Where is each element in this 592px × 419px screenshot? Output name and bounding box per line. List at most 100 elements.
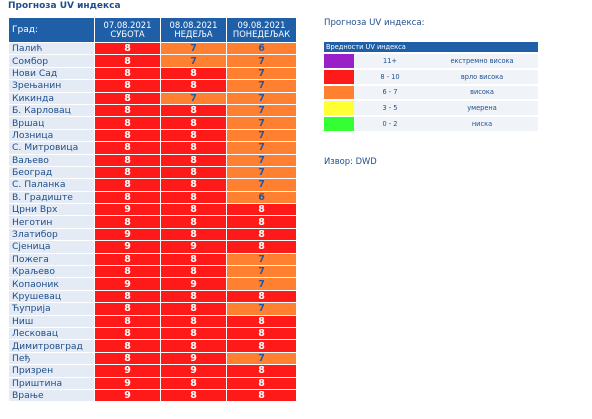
city-name: Зрењанин <box>8 79 95 93</box>
city-name: Ниш <box>8 315 95 328</box>
day-weekday: СУБОТА <box>110 29 145 39</box>
table-row: Нови Сад 8 8 7 <box>8 67 297 80</box>
uv-value-cell: 7 <box>226 92 297 105</box>
uv-value-cell: 6 <box>226 191 297 204</box>
table-row: Врање 9 8 8 <box>8 389 297 402</box>
city-name: С. Паланка <box>8 178 95 192</box>
uv-value-cell: 8 <box>94 54 161 68</box>
table-row: Пеђ 8 9 7 <box>8 352 297 365</box>
city-name: Палић <box>8 42 95 55</box>
uv-value-cell: 8 <box>160 104 227 117</box>
day-column-header: 07.08.2021 СУБОТА <box>94 17 161 43</box>
uv-value-cell: 7 <box>226 116 297 130</box>
table-row: Призрен 9 9 8 <box>8 364 297 378</box>
uv-value-cell: 8 <box>94 67 161 80</box>
table-row: Краљево 8 8 7 <box>8 265 297 278</box>
day-date: 09.08.2021 <box>237 20 286 30</box>
uv-value-cell: 8 <box>94 327 161 340</box>
uv-value-cell: 7 <box>226 166 297 179</box>
city-name: Пожега <box>8 253 95 266</box>
uv-value-cell: 8 <box>160 191 227 204</box>
table-row: С. Паланка 8 8 7 <box>8 178 297 192</box>
city-name: Копаоник <box>8 277 95 291</box>
table-row: Димитровград 8 8 8 <box>8 339 297 353</box>
city-name: Призрен <box>8 364 95 378</box>
uv-value-cell: 8 <box>94 154 161 167</box>
uv-value-cell: 8 <box>226 339 297 353</box>
uv-value-cell: 9 <box>94 203 161 216</box>
legend-header: Вредности UV индекса <box>324 42 538 53</box>
uv-value-cell: 8 <box>226 315 297 328</box>
uv-value-cell: 8 <box>160 290 227 303</box>
uv-value-cell: 9 <box>94 377 161 390</box>
legend-range: 6 - 7 <box>354 83 426 101</box>
table-row: Крушевац 8 8 8 <box>8 290 297 303</box>
uv-value-cell: 9 <box>94 228 161 241</box>
legend-row: 3 - 5 умерена <box>324 99 538 117</box>
table-row: Ниш 8 8 8 <box>8 315 297 328</box>
uv-value-cell: 8 <box>94 116 161 130</box>
legend-row: 11+ екстремно висока <box>324 52 538 69</box>
legend-range: 11+ <box>354 52 426 69</box>
uv-value-cell: 8 <box>94 141 161 155</box>
legend-row: 0 - 2 ниска <box>324 115 538 131</box>
uv-value-cell: 8 <box>226 240 297 254</box>
uv-value-cell: 8 <box>94 191 161 204</box>
uv-value-cell: 8 <box>94 302 161 316</box>
uv-value-cell: 7 <box>226 352 297 365</box>
uv-value-cell: 8 <box>160 141 227 155</box>
uv-value-cell: 8 <box>160 389 227 402</box>
table-row: Црни Врх 9 8 8 <box>8 203 297 216</box>
city-name: Димитровград <box>8 339 95 353</box>
uv-value-cell: 8 <box>94 215 161 229</box>
city-name: Врање <box>8 389 95 402</box>
uv-value-cell: 8 <box>94 104 161 117</box>
uv-value-cell: 8 <box>94 352 161 365</box>
uv-value-cell: 7 <box>226 178 297 192</box>
uv-value-cell: 8 <box>226 290 297 303</box>
uv-value-cell: 8 <box>226 228 297 241</box>
uv-value-cell: 8 <box>160 203 227 216</box>
legend-range: 0 - 2 <box>354 115 426 131</box>
uv-value-cell: 8 <box>160 116 227 130</box>
table-header-row: Град: 07.08.2021 СУБОТА 08.08.2021 НЕДЕЉА … <box>8 17 297 43</box>
uv-value-cell: 7 <box>226 265 297 278</box>
uv-value-cell: 8 <box>160 339 227 353</box>
uv-value-cell: 8 <box>94 315 161 328</box>
uv-value-cell: 8 <box>94 129 161 142</box>
page-title: Прогноза UV индекса <box>8 1 121 11</box>
city-name: Крушевац <box>8 290 95 303</box>
city-name: Вршац <box>8 116 95 130</box>
uv-value-cell: 8 <box>226 215 297 229</box>
table-row: Сјеница 9 9 8 <box>8 240 297 254</box>
uv-value-cell: 8 <box>160 228 227 241</box>
uv-value-cell: 8 <box>160 215 227 229</box>
uv-value-cell: 7 <box>226 253 297 266</box>
uv-value-cell: 8 <box>160 79 227 93</box>
city-name: Златибор <box>8 228 95 241</box>
legend-color-swatch <box>324 67 354 85</box>
uv-value-cell: 7 <box>226 104 297 117</box>
city-name: В. Градиште <box>8 191 95 204</box>
uv-value-cell: 7 <box>226 79 297 93</box>
uv-value-cell: 8 <box>160 265 227 278</box>
uv-value-cell: 7 <box>226 302 297 316</box>
day-weekday: НЕДЕЉА <box>174 29 213 39</box>
uv-value-cell: 7 <box>226 141 297 155</box>
city-name: Ћуприја <box>8 302 95 316</box>
uv-value-cell: 8 <box>160 327 227 340</box>
uv-value-cell: 8 <box>94 253 161 266</box>
city-name: Сомбор <box>8 54 95 68</box>
table-row: Ћуприја 8 8 7 <box>8 302 297 316</box>
uv-value-cell: 9 <box>94 277 161 291</box>
city-name: Приштина <box>8 377 95 390</box>
day-column-header: 08.08.2021 НЕДЕЉА <box>160 17 227 43</box>
legend-label: врло висока <box>426 67 538 85</box>
uv-value-cell: 8 <box>160 315 227 328</box>
city-name: Лозница <box>8 129 95 142</box>
table-row: Копаоник 9 9 7 <box>8 277 297 291</box>
legend-range: 8 - 10 <box>354 67 426 85</box>
city-name: Београд <box>8 166 95 179</box>
uv-value-cell: 7 <box>226 154 297 167</box>
city-name: С. Митровица <box>8 141 95 155</box>
